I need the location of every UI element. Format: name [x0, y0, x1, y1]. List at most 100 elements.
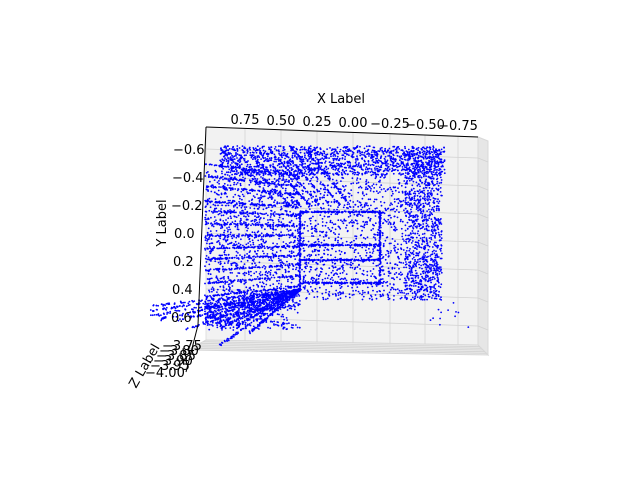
data-point — [416, 225, 418, 228]
data-point — [304, 170, 307, 173]
data-point — [216, 288, 219, 291]
data-point — [339, 272, 342, 275]
data-point — [413, 159, 416, 162]
data-point — [411, 230, 414, 232]
data-point — [269, 273, 272, 276]
data-point — [382, 244, 385, 247]
data-point — [404, 186, 407, 189]
data-point — [277, 282, 280, 285]
data-point — [295, 301, 298, 304]
data-point — [418, 244, 420, 247]
data-point — [316, 295, 319, 298]
data-point — [394, 210, 396, 213]
data-point — [275, 160, 277, 163]
data-point — [419, 199, 422, 202]
data-point — [413, 202, 416, 204]
data-point — [278, 216, 281, 219]
data-point — [414, 274, 417, 277]
data-point — [347, 161, 350, 164]
data-point — [339, 291, 341, 294]
data-point — [230, 165, 233, 168]
data-point — [372, 223, 374, 226]
data-point — [321, 268, 324, 270]
data-point — [404, 284, 407, 287]
data-point — [417, 171, 420, 174]
data-point — [283, 148, 286, 151]
data-point — [225, 160, 228, 163]
data-point — [261, 273, 264, 276]
data-point — [258, 171, 260, 174]
data-point — [339, 157, 341, 160]
data-point — [431, 160, 433, 163]
data-point — [383, 174, 386, 176]
data-point — [253, 258, 256, 260]
data-point — [297, 175, 300, 178]
data-point — [351, 266, 354, 269]
data-point — [439, 176, 442, 179]
data-point — [358, 150, 361, 153]
data-point — [345, 224, 348, 227]
data-point — [384, 167, 387, 170]
data-point — [403, 156, 406, 159]
data-point — [363, 147, 366, 150]
data-point — [423, 228, 426, 231]
data-point — [404, 296, 406, 299]
data-point — [222, 178, 224, 181]
data-point — [244, 281, 247, 284]
data-point — [432, 177, 435, 180]
data-point — [304, 221, 306, 223]
data-point — [319, 273, 321, 276]
data-point — [400, 205, 403, 207]
data-point — [435, 297, 438, 300]
data-point — [303, 250, 305, 252]
data-point — [290, 149, 292, 152]
data-point — [422, 187, 425, 190]
data-point — [311, 250, 314, 253]
data-point — [393, 247, 395, 250]
data-point — [370, 151, 373, 154]
data-point — [319, 214, 322, 217]
data-point — [330, 155, 332, 158]
data-point — [430, 234, 433, 236]
data-point — [394, 288, 397, 291]
data-point — [372, 236, 375, 239]
data-point — [358, 263, 360, 266]
data-point — [302, 247, 305, 250]
data-point — [419, 160, 422, 162]
data-point — [420, 280, 423, 283]
data-point — [393, 278, 396, 281]
data-point — [400, 174, 402, 176]
data-point — [306, 254, 309, 257]
data-point — [366, 172, 368, 174]
data-point — [339, 297, 342, 300]
data-point — [387, 275, 390, 277]
data-point — [266, 253, 269, 255]
data-point — [432, 271, 434, 274]
data-point — [344, 295, 347, 298]
data-point — [435, 161, 437, 163]
data-point — [337, 275, 340, 278]
data-point — [407, 237, 410, 240]
data-point — [311, 185, 314, 188]
data-point — [392, 223, 395, 226]
data-point — [278, 163, 281, 166]
data-point — [405, 240, 407, 243]
data-point — [425, 268, 428, 270]
data-point — [334, 213, 337, 215]
data-point — [427, 293, 430, 296]
data-point — [430, 281, 432, 284]
data-point — [411, 277, 414, 280]
data-point — [282, 217, 284, 220]
data-point — [299, 163, 301, 166]
data-point — [404, 199, 407, 201]
data-point — [436, 169, 438, 171]
data-point — [350, 264, 353, 267]
data-point — [223, 238, 225, 241]
data-point — [305, 173, 308, 176]
data-point — [384, 159, 387, 161]
data-point — [366, 286, 369, 289]
data-point — [426, 192, 429, 195]
data-point — [406, 192, 409, 195]
data-point — [396, 198, 398, 201]
data-point — [278, 175, 281, 178]
